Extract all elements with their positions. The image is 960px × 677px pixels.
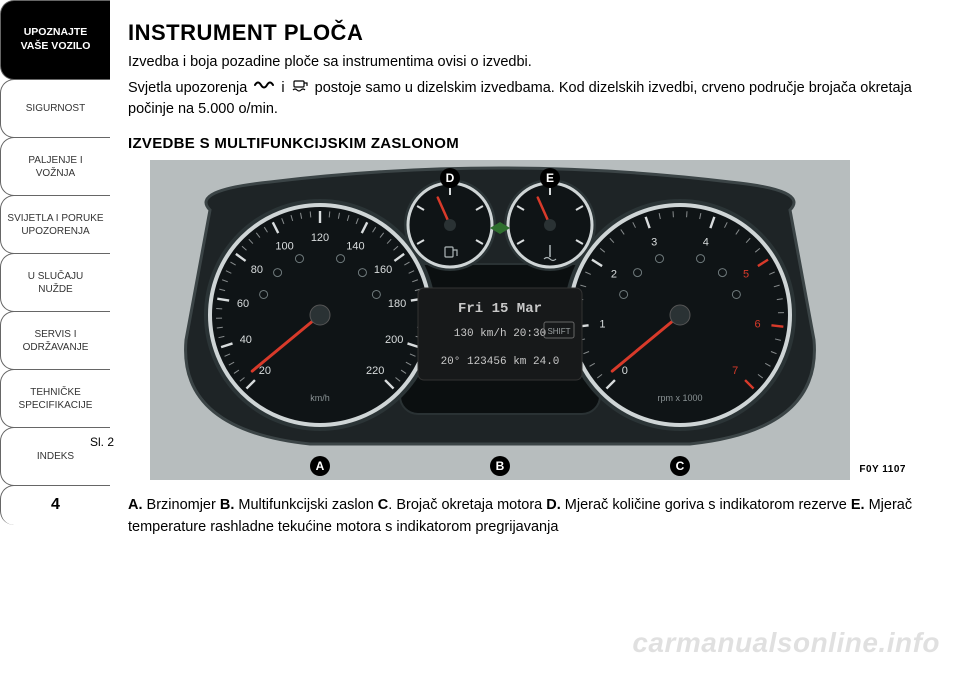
figure-code: F0Y 1107 [859,464,906,475]
tab-svijetla-poruke[interactable]: SVIJETLA I PORUKE UPOZORENJA [0,195,110,254]
legend-key-B: B. [220,497,235,513]
tab-label: SERVIS I [23,328,89,341]
svg-text:rpm x 1000: rpm x 1000 [657,393,702,403]
water-in-fuel-icon [291,78,309,98]
svg-text:200: 200 [385,334,403,346]
instrument-cluster-figure: 20 40 60 80 100 120 140 160 180 200 220 km/h 0 1 2 3 4 5 6… [150,160,850,480]
tab-sigurnost[interactable]: SIGURNOST [0,79,110,138]
tab-u-slucaju-nuzde[interactable]: U SLUČAJU NUŽDE [0,253,110,312]
tab-label: SPECIFIKACIJE [19,399,93,412]
svg-text:D: D [446,171,455,185]
svg-text:180: 180 [388,298,406,310]
tab-label: PALJENJE I [28,154,82,167]
svg-text:SHIFT: SHIFT [547,327,570,336]
figure-legend: A. Brzinomjer B. Multifunkcijski zaslon … [128,495,932,539]
svg-text:130 km/h 20:30: 130 km/h 20:30 [454,328,546,340]
figure-caption: Sl. 2 [90,435,114,449]
legend-key-D: D. [546,497,561,513]
tab-label: UPOZORENJA [7,225,103,238]
legend-key-C: C [378,497,388,513]
paragraph-1: Izvedba i boja pozadine ploče sa instrum… [128,52,932,72]
svg-text:40: 40 [240,334,252,346]
svg-text:6: 6 [754,319,760,331]
tab-label: UPOZNAJTE [21,26,91,40]
svg-text:100: 100 [275,240,293,252]
svg-text:220: 220 [366,365,384,377]
text-span: i [281,80,288,96]
tab-label: ODRŽAVANJE [23,341,89,354]
svg-text:3: 3 [651,236,657,248]
svg-text:C: C [676,459,685,473]
tab-upoznajte-vozilo[interactable]: UPOZNAJTE VAŠE VOZILO [0,0,110,80]
page: UPOZNAJTE VAŠE VOZILO SIGURNOST PALJENJE… [0,0,960,677]
sidebar-nav: UPOZNAJTE VAŠE VOZILO SIGURNOST PALJENJE… [0,0,110,677]
tab-label: SIGURNOST [26,102,85,115]
svg-text:0: 0 [622,365,628,377]
svg-text:80: 80 [251,264,263,276]
svg-text:120: 120 [311,232,329,244]
tab-paljenje-voznja[interactable]: PALJENJE I VOŽNJA [0,137,110,196]
svg-text:1: 1 [599,319,605,331]
svg-text:60: 60 [237,298,249,310]
tab-label: VAŠE VOZILO [21,40,91,54]
svg-text:E: E [546,171,554,185]
svg-text:Fri 15 Mar: Fri 15 Mar [458,301,542,317]
svg-text:160: 160 [374,264,392,276]
tab-label: VOŽNJA [28,167,82,180]
svg-text:20° 123456 km 24.0: 20° 123456 km 24.0 [441,356,560,368]
svg-text:20: 20 [259,365,271,377]
main-content: INSTRUMENT PLOČA Izvedba i boja pozadine… [110,0,960,677]
watermark: carmanualsonline.info [632,627,940,659]
section-subtitle: IZVEDBE S MULTIFUNKCIJSKIM ZASLONOM [128,135,932,152]
legend-text: . Brojač okretaja motora [388,497,546,513]
legend-text: Brzinomjer [143,497,220,513]
tab-label: INDEKS [37,450,74,463]
legend-text: Multifunkcijski zaslon [234,497,377,513]
glow-plug-icon [253,78,275,98]
svg-text:5: 5 [743,268,749,280]
legend-key-A: A. [128,497,143,513]
text-span: Svjetla upozorenja [128,80,251,96]
svg-text:A: A [316,459,325,473]
figure-wrapper: Sl. 2 20406080100120140160180200220km/h0… [150,160,910,485]
tab-label: U SLUČAJU [28,270,84,283]
tab-label: NUŽDE [28,283,84,296]
svg-text:km/h: km/h [310,393,330,403]
svg-text:140: 140 [346,240,364,252]
page-title: INSTRUMENT PLOČA [128,20,932,46]
svg-text:4: 4 [703,236,709,248]
tab-servis-odrzavanje[interactable]: SERVIS I ODRŽAVANJE [0,311,110,370]
paragraph-2: Svjetla upozorenja i postoje samo u dize… [128,78,932,119]
page-number-value: 4 [51,495,60,516]
svg-text:7: 7 [732,365,738,377]
tab-tehnicke-specifikacije[interactable]: TEHNIČKE SPECIFIKACIJE [0,369,110,428]
legend-key-E: E. [851,497,865,513]
legend-text: Mjerač količine goriva s indikatorom rez… [561,497,851,513]
tab-label: SVIJETLA I PORUKE [7,212,103,225]
page-number: 4 [0,485,110,525]
svg-text:B: B [496,459,505,473]
svg-text:2: 2 [611,268,617,280]
tab-label: TEHNIČKE [19,386,93,399]
